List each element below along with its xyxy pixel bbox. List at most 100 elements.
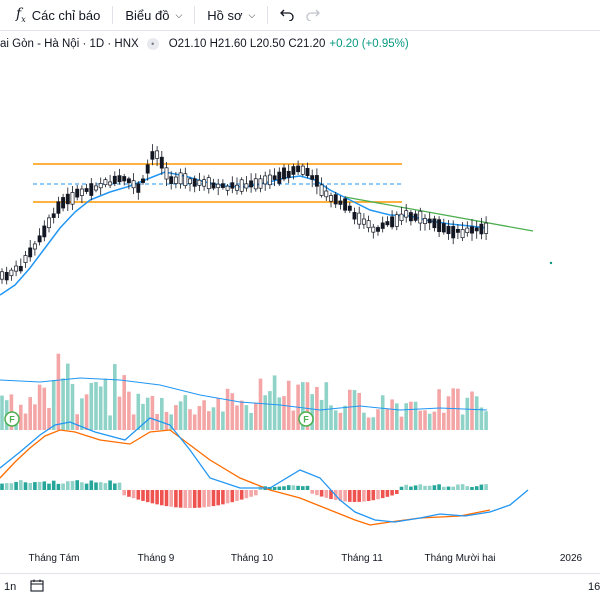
candle-body [23, 255, 28, 263]
candle-body [376, 227, 380, 232]
undo-button[interactable] [274, 0, 300, 30]
candle-body [220, 183, 225, 188]
candle-body [14, 265, 19, 272]
macd-signal-line [0, 429, 491, 526]
chart-menu-button[interactable]: Biểu đồ ⌵ [119, 0, 188, 30]
macd-histogram-bar [385, 490, 390, 497]
volume-bar [376, 409, 380, 430]
volume-bar [183, 395, 188, 430]
macd-histogram-bar [103, 483, 108, 490]
volume-bar [263, 395, 267, 430]
macd-histogram-bar [113, 483, 117, 490]
macd-histogram-bar [451, 486, 455, 490]
volume-bar [98, 386, 103, 430]
candle-body [18, 265, 23, 272]
indicators-button[interactable]: fx Các chỉ báo [0, 0, 106, 30]
volume-bar [301, 382, 305, 430]
candle-body [286, 170, 291, 178]
volume-bar [390, 399, 394, 430]
volume-bar [404, 403, 408, 430]
candle-body [399, 213, 404, 221]
volume-bar [399, 416, 404, 430]
macd-histogram-bar [47, 483, 51, 490]
candle-body [235, 184, 239, 191]
undo-icon [280, 9, 295, 21]
volume-bar [197, 406, 202, 430]
candle-body [474, 227, 479, 232]
candle-body [319, 184, 324, 196]
candle-body [324, 190, 329, 198]
volume-bar [37, 384, 42, 430]
volume-bar [348, 389, 352, 430]
indicators-label: Các chỉ báo [31, 7, 101, 23]
volume-bar [108, 415, 112, 430]
volume-bar [432, 411, 437, 430]
candle-body [338, 200, 343, 205]
macd-histogram-bar [127, 490, 131, 497]
volume-bar [169, 414, 173, 430]
macd-histogram-bar [192, 490, 197, 508]
x-tick-label: Tháng Tám [28, 553, 80, 564]
calendar-icon[interactable] [30, 579, 44, 592]
macd-histogram-bar [225, 490, 230, 504]
volume-bar [385, 408, 390, 430]
function-icon: fx [16, 6, 26, 24]
visibility-dot-icon[interactable]: • [146, 38, 159, 50]
macd-histogram-bar [390, 490, 394, 496]
macd-histogram-bar [423, 485, 427, 490]
symbol-title[interactable]: ai Gòn - Hà Nội · 1D · HNX [0, 38, 139, 50]
candle-body [357, 212, 362, 225]
profile-menu-button[interactable]: Hồ sơ ⌵ [201, 0, 261, 30]
volume-bar [286, 380, 291, 430]
volume-ma-line [0, 377, 488, 411]
price-pane [0, 144, 553, 296]
candle-body [89, 183, 94, 196]
macd-histogram-bar [282, 486, 286, 490]
volume-bar [460, 414, 465, 430]
chevron-down-icon: ⌵ [248, 9, 256, 20]
macd-histogram-bar [80, 482, 84, 490]
macd-histogram-bar [427, 485, 432, 490]
macd-histogram-bar [14, 481, 18, 490]
candle-body [258, 178, 263, 189]
volume-bar [155, 413, 159, 430]
macd-histogram-bar [277, 486, 282, 490]
macd-histogram-bar [305, 485, 310, 490]
macd-histogram-bar [474, 486, 479, 490]
volume-bar [418, 410, 423, 430]
candle-body [32, 243, 37, 250]
event-marker[interactable]: F [4, 411, 20, 427]
candle-body [126, 178, 131, 184]
volume-bar [465, 397, 470, 430]
macd-histogram-bar [117, 482, 122, 490]
macd-histogram-bar [33, 482, 37, 490]
candle-body [282, 167, 286, 180]
volume-bar [141, 403, 145, 430]
macd-histogram-bar [230, 490, 235, 503]
x-tick-label: Tháng 11 [341, 553, 383, 564]
candle-body [427, 218, 432, 224]
candle-body [94, 185, 98, 191]
volume-bar [310, 394, 314, 430]
candle-body [192, 178, 197, 187]
volume-bar [225, 388, 230, 430]
volume-bar [51, 380, 56, 430]
range-1y-button[interactable]: 1n [4, 581, 17, 593]
volume-bar [33, 404, 37, 430]
macd-histogram-bar [301, 486, 305, 490]
volume-bar [319, 399, 324, 430]
volume-bar [456, 388, 460, 430]
event-marker[interactable]: F [298, 411, 314, 427]
macd-histogram-bar [329, 490, 333, 500]
volume-bar [343, 405, 347, 430]
macd-histogram-bar [197, 490, 202, 508]
volume-bar [244, 405, 249, 430]
volume-bar [19, 404, 23, 430]
candle-body [47, 217, 51, 229]
event-marker-label: F [9, 415, 15, 425]
volume-bar [221, 411, 225, 430]
redo-button[interactable] [300, 0, 326, 30]
candle-body [249, 180, 254, 188]
candle-body [352, 212, 357, 220]
